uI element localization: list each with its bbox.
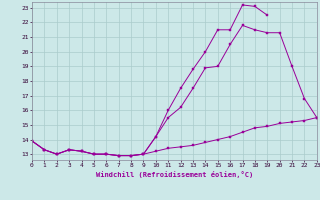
X-axis label: Windchill (Refroidissement éolien,°C): Windchill (Refroidissement éolien,°C) — [96, 171, 253, 178]
